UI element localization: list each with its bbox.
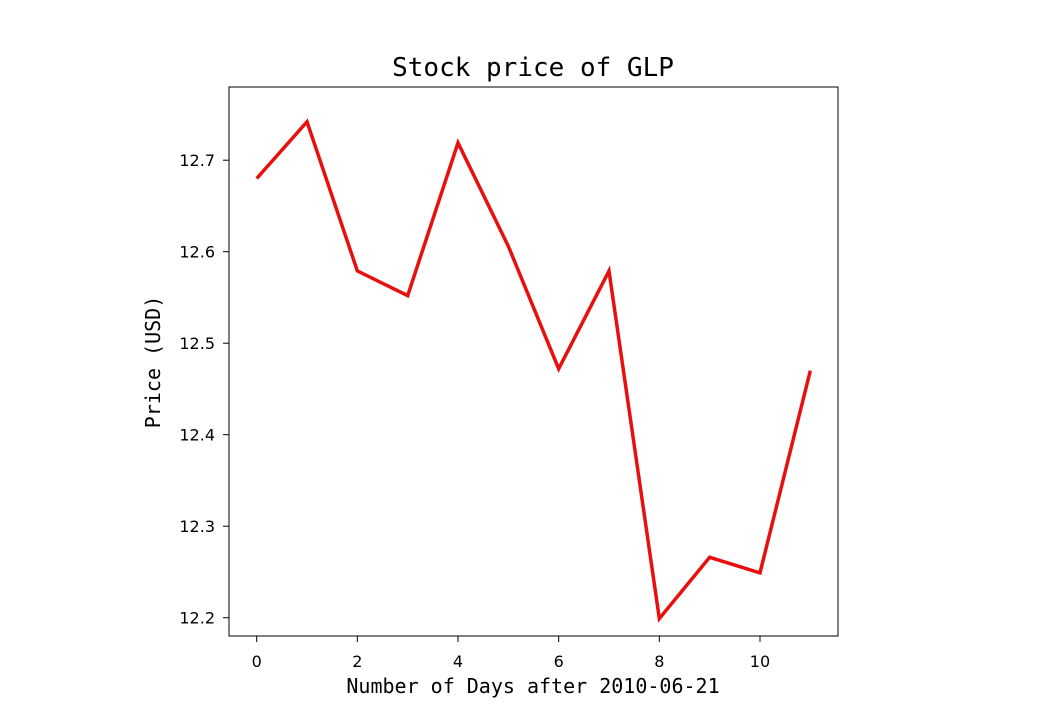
x-tick-label: 4 xyxy=(453,652,463,671)
x-tick-label: 8 xyxy=(654,652,664,671)
x-axis-label: Number of Days after 2010-06-21 xyxy=(346,674,719,698)
y-tick-label: 12.3 xyxy=(179,517,215,536)
x-axis-ticks: 0 2 4 6 8 10 xyxy=(252,636,770,671)
y-axis-label: Price (USD) xyxy=(141,296,165,428)
x-tick-label: 6 xyxy=(554,652,564,671)
y-tick-label: 12.2 xyxy=(179,609,215,628)
series-group xyxy=(255,118,813,623)
x-tick-label: 2 xyxy=(352,652,362,671)
y-axis-ticks: 12.2 12.3 12.4 12.5 12.6 12.7 xyxy=(179,151,229,628)
y-tick-label: 12.7 xyxy=(179,151,215,170)
x-tick-label: 10 xyxy=(750,652,770,671)
x-tick-label: 0 xyxy=(252,652,262,671)
y-tick-label: 12.6 xyxy=(179,243,215,262)
y-tick-label: 12.5 xyxy=(179,334,215,353)
price-series-line xyxy=(255,118,813,623)
plot-area-frame xyxy=(228,86,839,637)
chart-title: Stock price of GLP xyxy=(392,53,674,83)
y-tick-label: 12.4 xyxy=(179,426,215,445)
